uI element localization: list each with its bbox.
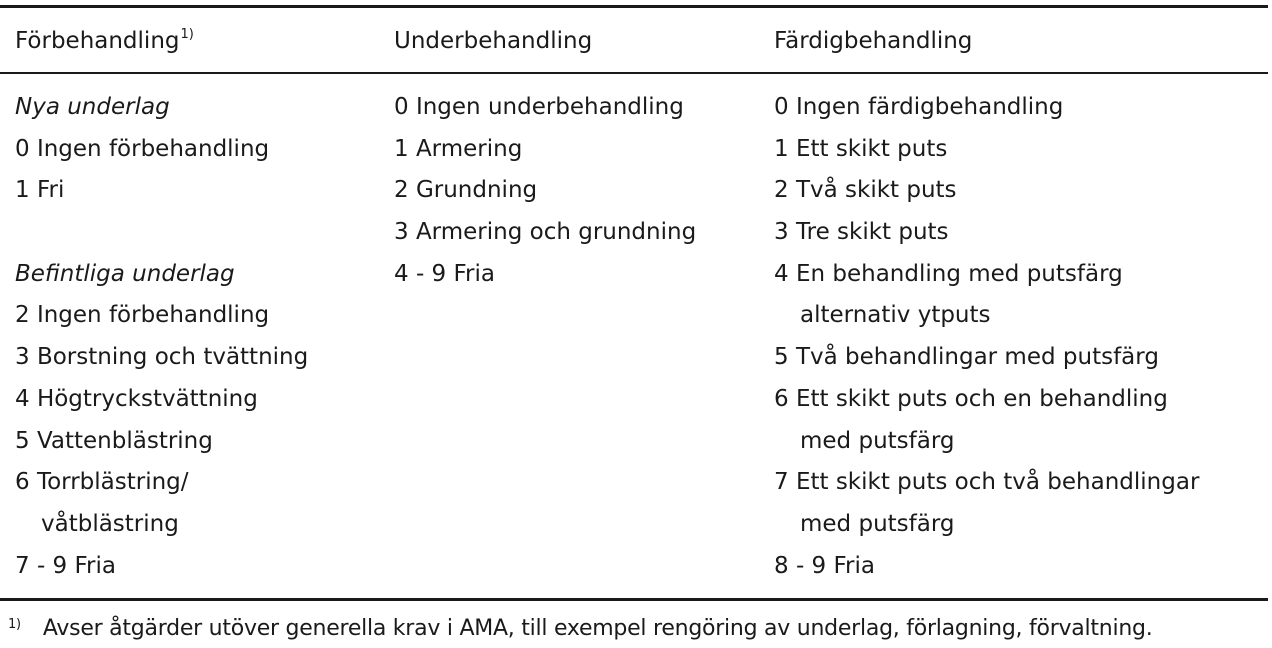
fardigbehandling-list: 0 Ingen färdigbehandling 1 Ett skikt put… [774, 92, 1199, 592]
list-item: 0 Ingen förbehandling [15, 135, 270, 162]
column-header-forbehandling: Förbehandling1) [15, 26, 194, 56]
footnote: 1) Avser åtgärder utöver generella krav i… [8, 614, 1153, 644]
list-item: 4 - 9 Fria [394, 260, 495, 287]
list-item: 1 Ett skikt puts [774, 135, 948, 162]
list-item: 3 Armering och grundning [394, 219, 697, 246]
footnote-marker: 1) [180, 27, 194, 42]
list-item-continuation: med putsfärg [800, 427, 955, 454]
list-item-continuation: våtblästring [41, 510, 179, 537]
list-item-continuation: med putsfärg [800, 510, 955, 537]
list-spacer [15, 217, 308, 259]
list-item: 3 Borstning och tvättning [15, 344, 309, 371]
list-item: 6 Ett skikt puts och en behandling [774, 385, 1168, 412]
list-item: 4 En behandling med putsfärg [774, 260, 1123, 287]
table-bottom-rule [0, 598, 1268, 601]
list-item: 1 Fri [15, 177, 65, 204]
table-top-rule [0, 5, 1268, 8]
list-item: 1 Armering [394, 135, 523, 162]
list-item: 7 - 9 Fria [15, 552, 116, 579]
list-item: 5 Två behandlingar med putsfärg [774, 344, 1159, 371]
underbehandling-list: 0 Ingen underbehandling 1 Armering 2 Gru… [394, 92, 696, 300]
section-heading-new: Nya underlag [15, 94, 170, 120]
list-item: 0 Ingen underbehandling [394, 94, 684, 120]
list-item: 2 Grundning [394, 177, 538, 204]
list-item-continuation: alternativ ytputs [800, 302, 991, 329]
forbehandling-list: Nya underlag 0 Ingen förbehandling 1 Fri… [15, 92, 308, 592]
footnote-marker: 1) [8, 617, 21, 632]
list-item: 2 Ingen förbehandling [15, 302, 270, 329]
list-item: 6 Torrblästring/ [15, 469, 189, 496]
list-item: 2 Två skikt puts [774, 177, 957, 204]
header-label: Förbehandling [15, 28, 180, 54]
list-item: 8 - 9 Fria [774, 552, 875, 579]
table-header-rule [0, 72, 1268, 74]
list-item: 7 Ett skikt puts och två behandlingar [774, 469, 1200, 496]
list-item: 0 Ingen färdigbehandling [774, 94, 1064, 120]
column-header-fardigbehandling: Färdigbehandling [774, 28, 973, 54]
list-item: 5 Vattenblästring [15, 427, 213, 454]
list-item: 3 Tre skikt puts [774, 219, 949, 246]
section-heading-existing: Befintliga underlag [15, 260, 235, 287]
footnote-text: Avser åtgärder utöver generella krav i A… [42, 616, 1153, 641]
column-header-underbehandling: Underbehandling [394, 28, 593, 54]
list-item: 4 Högtryckstvättning [15, 385, 258, 412]
